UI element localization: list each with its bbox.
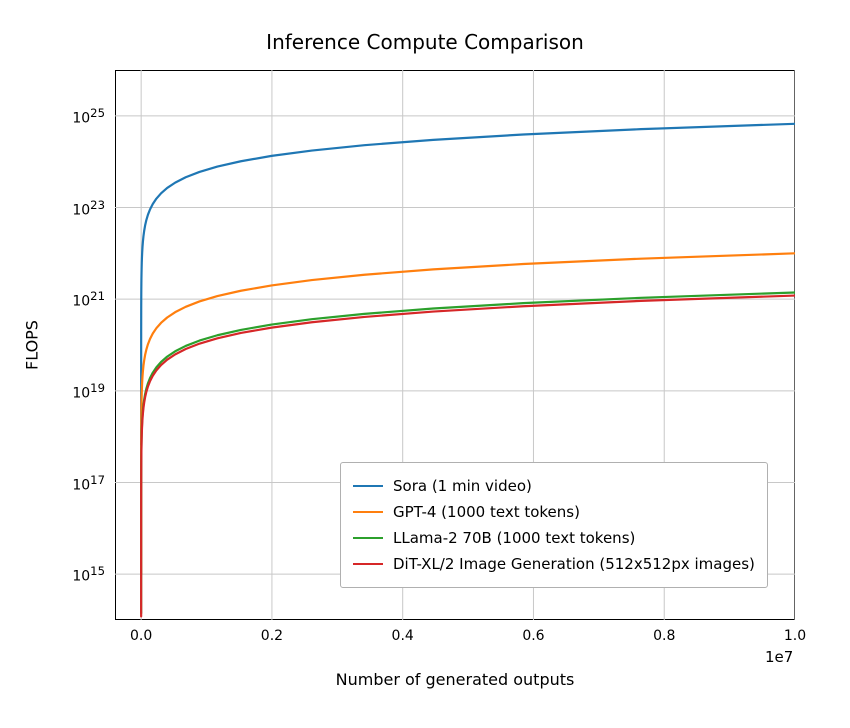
x-tick-label: 0.6 — [522, 628, 544, 644]
legend-label: DiT-XL/2 Image Generation (512x512px ima… — [393, 555, 755, 573]
y-tick-label: 1021 — [45, 289, 105, 310]
legend-item-dit-xl2: DiT-XL/2 Image Generation (512x512px ima… — [353, 551, 755, 577]
legend-label: GPT-4 (1000 text tokens) — [393, 503, 580, 521]
legend-swatch-llama2-70b — [353, 537, 383, 539]
x-tick-label: 0.2 — [261, 628, 283, 644]
y-axis-label: FLOPS — [23, 320, 42, 370]
legend: Sora (1 min video) GPT-4 (1000 text token… — [340, 462, 768, 588]
y-tick-label: 1025 — [45, 106, 105, 127]
legend-label: Sora (1 min video) — [393, 477, 532, 495]
series-line-sora — [141, 124, 795, 445]
legend-item-gpt4: GPT-4 (1000 text tokens) — [353, 499, 755, 525]
x-tick-label: 0.8 — [653, 628, 675, 644]
x-tick-label: 1.0 — [784, 628, 806, 644]
legend-label: LLama-2 70B (1000 text tokens) — [393, 529, 635, 547]
y-tick-label: 1023 — [45, 198, 105, 219]
y-tick-label: 1015 — [45, 564, 105, 585]
legend-swatch-gpt4 — [353, 511, 383, 513]
legend-item-llama2-70b: LLama-2 70B (1000 text tokens) — [353, 525, 755, 551]
y-tick-label: 1019 — [45, 381, 105, 402]
legend-swatch-sora — [353, 485, 383, 487]
figure: Inference Compute Comparison FLOPS Numbe… — [0, 0, 850, 728]
x-tick-label: 0.4 — [392, 628, 414, 644]
chart-title: Inference Compute Comparison — [0, 30, 850, 54]
legend-item-sora: Sora (1 min video) — [353, 473, 755, 499]
x-offset-text: 1e7 — [765, 648, 793, 666]
y-tick-label: 1017 — [45, 473, 105, 494]
x-axis-label: Number of generated outputs — [336, 670, 575, 689]
legend-swatch-dit-xl2 — [353, 563, 383, 565]
x-tick-label: 0.0 — [130, 628, 152, 644]
